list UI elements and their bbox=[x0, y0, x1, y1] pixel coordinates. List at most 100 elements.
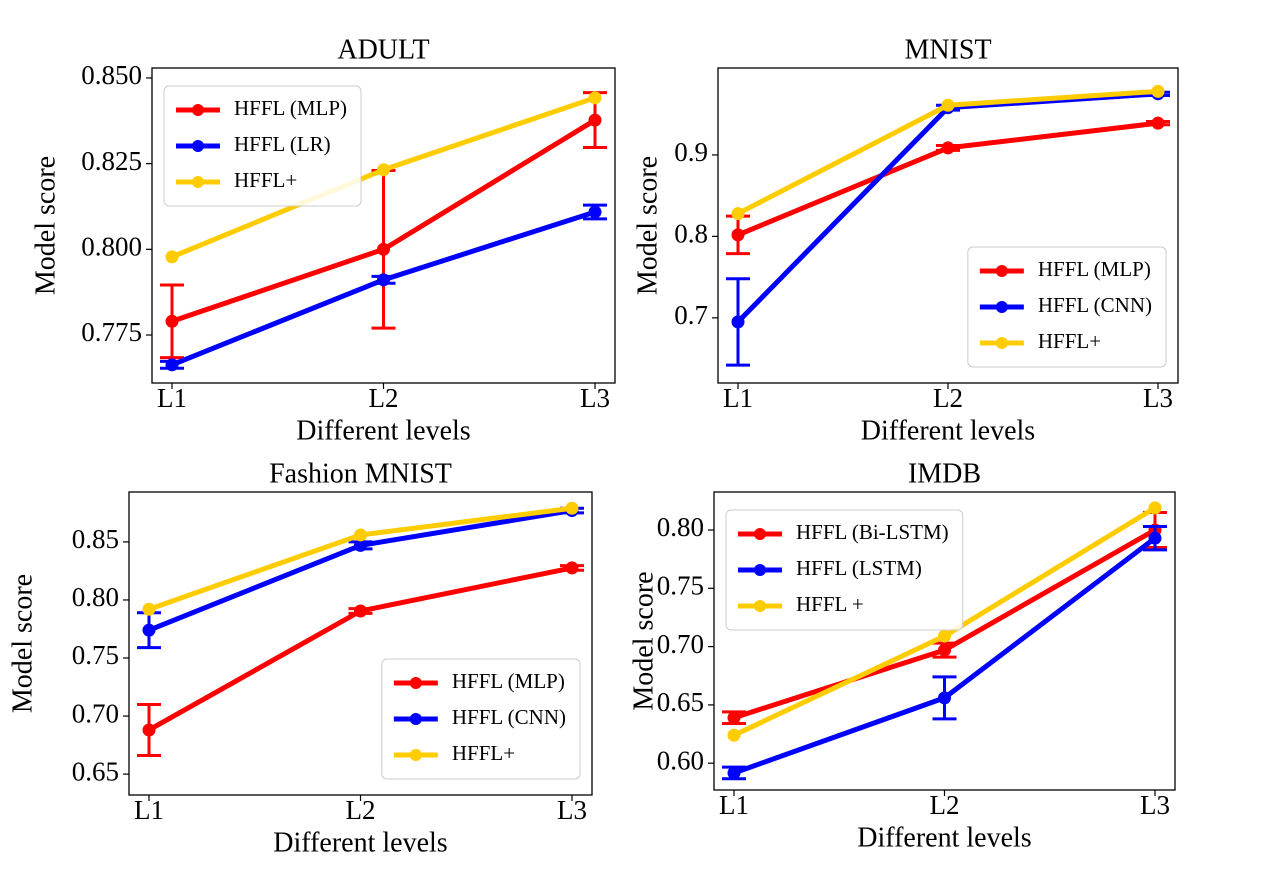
marker bbox=[941, 98, 955, 112]
legend-box bbox=[381, 658, 581, 780]
legend-box bbox=[163, 85, 362, 207]
marker bbox=[565, 501, 579, 515]
y-tick-label: 0.775 bbox=[81, 317, 142, 347]
plot-frame bbox=[713, 491, 1176, 791]
legend-marker bbox=[409, 677, 422, 689]
y-axis-label: Model score bbox=[7, 574, 38, 713]
x-axis-label: Different levels bbox=[296, 415, 470, 446]
x-tick-label: L1 bbox=[134, 795, 164, 825]
y-tick-label: 0.850 bbox=[81, 60, 142, 90]
subplot: MNIST Different levels Model score 0.7 0.8 0.… bbox=[632, 34, 1179, 446]
y-tick-label: 0.80 bbox=[72, 582, 119, 612]
subplot: Fashion MNIST Different levels Model score… bbox=[7, 458, 593, 858]
y-tick-label: 0.8 bbox=[674, 219, 708, 249]
legend-marker bbox=[409, 749, 422, 761]
y-axis-label: Model score bbox=[30, 156, 61, 295]
x-tick-label: L1 bbox=[723, 383, 753, 413]
marker bbox=[354, 604, 367, 618]
chart-title: Fashion MNIST bbox=[269, 458, 452, 489]
marker bbox=[588, 205, 602, 219]
legend-marker bbox=[995, 301, 1008, 313]
x-tick-label: L2 bbox=[346, 795, 376, 825]
marker bbox=[377, 273, 390, 287]
marker bbox=[938, 629, 951, 643]
x-tick-label: L3 bbox=[580, 383, 610, 413]
marker bbox=[142, 723, 156, 737]
marker bbox=[588, 113, 602, 127]
x-tick-label: L3 bbox=[1143, 383, 1173, 413]
chart-title: ADULT bbox=[337, 34, 429, 65]
legend-label: HFFL (LR) bbox=[234, 132, 331, 156]
legend-label: HFFL+ bbox=[452, 741, 515, 765]
legend-label: HFFL (MLP) bbox=[452, 669, 565, 693]
legend-marker bbox=[192, 104, 204, 116]
subplot: ADULT Different levels Model score 0.775 0.8… bbox=[30, 34, 616, 446]
subplot: IMDB Different levels Model score 0.60 0.65 0… bbox=[628, 458, 1176, 853]
legend-box bbox=[725, 509, 964, 631]
legend-marker bbox=[754, 600, 766, 612]
marker bbox=[165, 314, 179, 328]
marker bbox=[142, 623, 156, 637]
marker bbox=[1151, 84, 1165, 98]
legend-marker bbox=[192, 140, 204, 152]
y-tick-label: 0.800 bbox=[81, 232, 142, 262]
y-tick-label: 0.9 bbox=[674, 137, 708, 167]
marker bbox=[377, 163, 390, 177]
x-axis-label: Different levels bbox=[861, 415, 1035, 446]
marker bbox=[354, 538, 367, 552]
y-tick-label: 0.65 bbox=[657, 687, 704, 717]
y-tick-label: 0.80 bbox=[657, 512, 704, 542]
y-axis-label: Model score bbox=[632, 156, 663, 295]
marker bbox=[731, 207, 745, 221]
legend-label: HFFL (MLP) bbox=[1038, 257, 1151, 281]
x-axis-label: Different levels bbox=[273, 827, 447, 858]
legend: HFFL (MLP) HFFL (CNN) HFFL+ bbox=[967, 246, 1167, 368]
legend-label: HFFL (CNN) bbox=[452, 705, 566, 729]
marker bbox=[165, 358, 179, 372]
legend-label: HFFL (Bi-LSTM) bbox=[796, 520, 949, 544]
marker bbox=[377, 242, 390, 256]
marker bbox=[938, 643, 951, 657]
plot-frame bbox=[717, 67, 1179, 384]
y-tick-label: 0.70 bbox=[657, 629, 704, 659]
y-axis-label: Model score bbox=[628, 571, 659, 710]
legend-marker bbox=[192, 176, 204, 188]
legend-marker bbox=[754, 528, 766, 540]
plot-frame bbox=[151, 67, 616, 384]
legend-label: HFFL (MLP) bbox=[234, 96, 347, 120]
marker bbox=[727, 711, 741, 725]
marker bbox=[354, 528, 367, 542]
legend: HFFL (MLP) HFFL (CNN) HFFL+ bbox=[381, 658, 581, 780]
legend-marker bbox=[995, 337, 1008, 349]
marker bbox=[941, 141, 955, 155]
x-tick-label: L1 bbox=[157, 383, 187, 413]
marker bbox=[731, 315, 745, 329]
y-tick-label: 0.85 bbox=[72, 524, 119, 554]
legend: HFFL (MLP) HFFL (LR) HFFL+ bbox=[163, 85, 362, 207]
marker bbox=[565, 561, 579, 575]
marker bbox=[1148, 531, 1162, 545]
chart-title: IMDB bbox=[908, 458, 981, 489]
y-tick-label: 0.75 bbox=[657, 571, 704, 601]
x-tick-label: L1 bbox=[719, 790, 749, 820]
marker bbox=[1148, 501, 1162, 515]
x-tick-label: L2 bbox=[933, 383, 963, 413]
y-tick-label: 0.75 bbox=[72, 640, 119, 670]
marker bbox=[165, 250, 179, 264]
x-tick-label: L2 bbox=[930, 790, 960, 820]
y-tick-label: 0.60 bbox=[657, 745, 704, 775]
marker bbox=[142, 602, 156, 616]
y-tick-label: 0.65 bbox=[72, 756, 119, 786]
marker bbox=[588, 91, 602, 105]
legend-label: HFFL+ bbox=[234, 168, 297, 192]
marker bbox=[727, 728, 741, 742]
x-tick-label: L3 bbox=[557, 795, 587, 825]
legend: HFFL (Bi-LSTM) HFFL (LSTM) HFFL + bbox=[725, 509, 964, 631]
x-axis-label: Different levels bbox=[857, 822, 1031, 853]
y-tick-label: 0.825 bbox=[81, 146, 142, 176]
x-tick-label: L3 bbox=[1140, 790, 1170, 820]
marker bbox=[731, 228, 745, 242]
marker bbox=[938, 691, 951, 705]
chart-title: MNIST bbox=[904, 34, 991, 65]
